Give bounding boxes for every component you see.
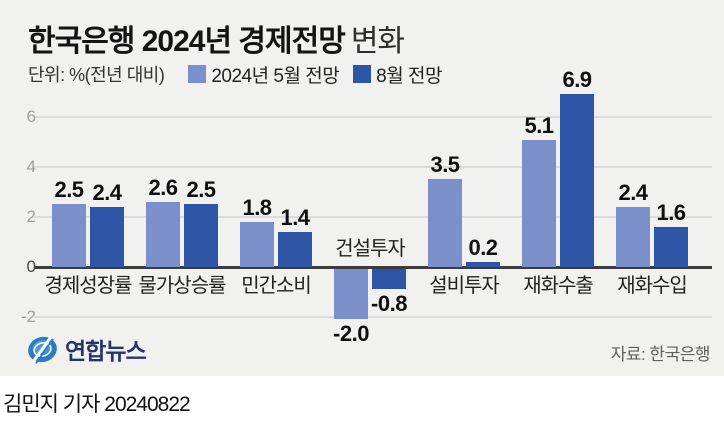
bar-series1-재화수입	[654, 227, 688, 267]
bar-series1-민간소비	[278, 232, 312, 267]
y-tick-label: 2	[26, 207, 36, 226]
legend-item-label: 2024년 5월 전망	[211, 65, 340, 87]
bar-value-label: 2.5	[186, 177, 216, 202]
category-label-경제성장률: 경제성장률	[44, 275, 133, 297]
chart-legend: 2024년 5월 전망 8월 전망	[188, 61, 456, 88]
category-label-건설투자: 건설투자	[335, 238, 406, 260]
bar-value-label: 2.4	[92, 180, 122, 205]
yonhap-logo: 연합뉴스	[26, 332, 147, 366]
bar-series0-재화수입	[616, 207, 650, 267]
yonhap-logo-text: 연합뉴스	[65, 338, 147, 364]
category-label-민간소비: 민간소비	[241, 275, 312, 297]
category-label-물가상승률: 물가상승률	[138, 275, 227, 297]
bar-series1-물가상승률	[184, 204, 218, 267]
bar-value-label: 2.5	[54, 177, 84, 202]
gridline-4	[34, 166, 712, 168]
legend-chip-1	[353, 65, 372, 83]
bar-series0-건설투자	[334, 269, 368, 319]
source-label: 자료: 한국은행	[610, 345, 711, 364]
bar-series0-경제성장률	[52, 204, 86, 267]
bar-series0-재화수출	[522, 140, 556, 267]
byline-text: 김민지 기자 20240822	[3, 393, 191, 416]
gridline-2	[34, 216, 712, 218]
legend-chip-0	[188, 65, 207, 83]
bar-value-label: 1.8	[242, 195, 272, 220]
bar-value-label: 2.4	[618, 180, 648, 205]
y-tick-label: -2	[20, 307, 36, 326]
bar-value-label: 0.2	[468, 235, 498, 260]
category-label-설비투자: 설비투자	[429, 275, 500, 297]
bar-series0-물가상승률	[146, 202, 180, 267]
category-label-재화수출: 재화수출	[523, 275, 594, 297]
bar-value-label: 2.6	[148, 175, 178, 200]
footer-byline: 김민지 기자 20240822	[0, 376, 724, 424]
y-tick-label: 6	[26, 107, 36, 126]
bar-value-label: 5.1	[524, 113, 554, 138]
bar-series1-재화수출	[560, 94, 594, 267]
y-tick-label: 0	[26, 257, 36, 276]
zero-axis-line	[34, 266, 712, 269]
legend-item-1: 8월 전망	[353, 61, 442, 88]
page-title: 한국은행 2024년 경제전망 변화	[28, 16, 405, 60]
bar-value-label: 6.9	[562, 67, 592, 92]
gridline-6	[34, 116, 712, 118]
bar-series1-설비투자	[466, 262, 500, 267]
bar-series0-민간소비	[240, 222, 274, 267]
legend-item-0: 2024년 5월 전망	[188, 61, 340, 88]
legend-item-label: 8월 전망	[376, 65, 442, 87]
gridline--2	[34, 316, 712, 318]
bar-value-label: 1.4	[280, 205, 310, 230]
meta-row: 단위: %(전년 대비) 2024년 5월 전망 8월 전망	[28, 61, 710, 88]
bar-value-label: 1.6	[656, 200, 686, 225]
bar-value-label: -0.8	[371, 291, 407, 316]
title-main: 한국은행 2024년 경제전망	[28, 25, 346, 58]
y-tick-label: 4	[26, 157, 36, 176]
title-sub: 변화	[350, 25, 405, 58]
unit-label: 단위: %(전년 대비)	[28, 65, 165, 85]
bar-series0-설비투자	[428, 179, 462, 267]
category-label-재화수입: 재화수입	[617, 275, 688, 297]
bar-value-label: -2.0	[333, 321, 369, 346]
bar-series1-건설투자	[372, 269, 406, 289]
bar-value-label: 3.5	[430, 152, 460, 177]
bar-series1-경제성장률	[90, 207, 124, 267]
yonhap-logo-icon	[28, 335, 57, 364]
logo-row: 연합뉴스 자료: 한국은행	[26, 332, 711, 366]
